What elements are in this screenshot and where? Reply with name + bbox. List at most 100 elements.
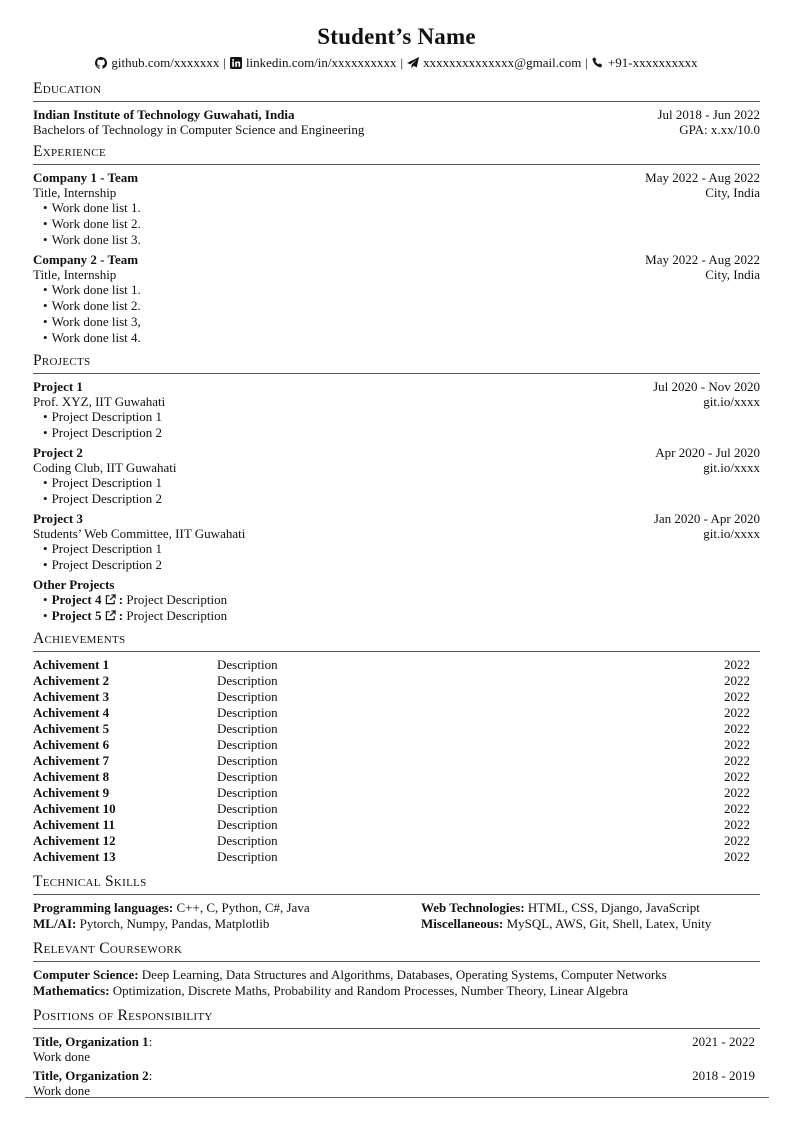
entry-title: Project 3 bbox=[33, 511, 83, 526]
achievement-year: 2022 bbox=[724, 833, 750, 848]
achievement-desc: Description bbox=[217, 657, 278, 672]
entry-row: Prof. XYZ, IIT Guwahati git.io/xxxx bbox=[33, 394, 760, 409]
entry-row: Indian Institute of Technology Guwahati,… bbox=[33, 107, 760, 122]
contact-line: github.com/xxxxxxx | linkedin.com/in/xxxxx… bbox=[33, 54, 760, 72]
coursework-item: Computer Science: Deep Learning, Data St… bbox=[33, 967, 760, 983]
contact-text[interactable]: xxxxxxxxxxxxxx@gmail.com bbox=[423, 55, 582, 70]
entry-date: May 2022 - Aug 2022 bbox=[645, 252, 760, 267]
other-project-colon: : bbox=[115, 592, 127, 607]
achievement-name: Achivement 6 bbox=[33, 737, 110, 752]
contact-phone[interactable]: +91-xxxxxxxxxx bbox=[592, 55, 698, 70]
entry-title: Project 1 bbox=[33, 379, 83, 394]
achievement-desc: Description bbox=[217, 737, 278, 752]
entry-title: Company 2 - Team bbox=[33, 252, 139, 267]
entry-row: Company 2 - Team May 2022 - Aug 2022 bbox=[33, 252, 760, 267]
contact-linkedin[interactable]: linkedin.com/in/xxxxxxxxxx bbox=[229, 55, 397, 70]
skill-value: C++, C, Python, C#, Java bbox=[173, 900, 310, 915]
entry-row: Project 3 Jan 2020 - Apr 2020 bbox=[33, 511, 760, 526]
entry-row: Coding Club, IIT Guwahati git.io/xxxx bbox=[33, 460, 760, 475]
entry-link[interactable]: git.io/xxxx bbox=[703, 394, 760, 409]
section-heading-education: Education bbox=[33, 80, 760, 102]
bullet-item: Work done list 2. bbox=[43, 298, 760, 314]
contact-text[interactable]: linkedin.com/in/xxxxxxxxxx bbox=[245, 55, 397, 70]
bullet-list: Project Description 1Project Description… bbox=[33, 475, 760, 507]
entry-row: Project 1 Jul 2020 - Nov 2020 bbox=[33, 379, 760, 394]
achievement-desc: Description bbox=[217, 673, 278, 688]
section-heading-projects: Projects bbox=[33, 352, 760, 374]
other-project-name: Project 5 bbox=[51, 608, 102, 623]
achievement-year: 2022 bbox=[724, 689, 750, 704]
entry-subtitle: Students’ Web Committee, IIT Guwahati bbox=[33, 526, 246, 541]
skill-item: ML/AI: Pytorch, Numpy, Pandas, Matplotli… bbox=[33, 916, 421, 932]
contact-text[interactable]: +91-xxxxxxxxxx bbox=[607, 55, 698, 70]
achievement-year: 2022 bbox=[724, 849, 750, 864]
bullet-list: Work done list 1.Work done list 2.Work d… bbox=[33, 200, 760, 248]
position-work: Work done bbox=[33, 1049, 91, 1064]
coursework-value: Optimization, Discrete Maths, Probabilit… bbox=[109, 983, 628, 998]
achievement-name: Achivement 2 bbox=[33, 673, 110, 688]
skill-value: HTML, CSS, Django, JavaScript bbox=[524, 900, 700, 915]
entry-link[interactable]: git.io/xxxx bbox=[703, 526, 760, 541]
achievement-year: 2022 bbox=[724, 657, 750, 672]
section-heading-positions: Positions of Responsibility bbox=[33, 1007, 760, 1029]
achievement-desc: Description bbox=[217, 769, 278, 784]
bullet-item: Work done list 2. bbox=[43, 216, 760, 232]
entry-subtitle: Bachelors of Technology in Computer Scie… bbox=[33, 122, 365, 137]
student-name: Student’s Name bbox=[317, 24, 476, 49]
achievement-name: Achivement 7 bbox=[33, 753, 110, 768]
bullet-list: Project Description 1Project Description… bbox=[33, 409, 760, 441]
bullet-item: Work done list 4. bbox=[43, 330, 760, 346]
position-date: 2021 - 2022 bbox=[692, 1034, 755, 1049]
position-colon: : bbox=[148, 1034, 153, 1049]
achievement-year: 2022 bbox=[724, 785, 750, 800]
bullet-item: Project Description 1 bbox=[43, 475, 760, 491]
section-heading-experience: Experience bbox=[33, 143, 760, 165]
skill-label: Web Technologies: bbox=[421, 900, 525, 915]
other-project-desc: Project Description bbox=[126, 592, 228, 607]
contact-paper-plane[interactable]: xxxxxxxxxxxxxx@gmail.com bbox=[407, 55, 581, 70]
contact-text[interactable]: github.com/xxxxxxx bbox=[111, 55, 220, 70]
achievement-desc: Description bbox=[217, 785, 278, 800]
coursework-label: Mathematics: bbox=[33, 983, 110, 998]
entry-title: Indian Institute of Technology Guwahati,… bbox=[33, 107, 295, 122]
contact-github[interactable]: github.com/xxxxxxx bbox=[95, 55, 219, 70]
entry-subtitle: Coding Club, IIT Guwahati bbox=[33, 460, 177, 475]
external-link-icon[interactable] bbox=[105, 593, 116, 605]
achievement-year: 2022 bbox=[724, 673, 750, 688]
entry-title: Project 2 bbox=[33, 445, 83, 460]
project-entry: Project 2 Apr 2020 - Jul 2020 Coding Club,… bbox=[33, 445, 760, 507]
skill-label: ML/AI: bbox=[33, 916, 77, 931]
positions-section: Title, Organization 1: 2021 - 2022 Work do… bbox=[33, 1029, 760, 1098]
bullet-item: Project Description 1 bbox=[43, 541, 760, 557]
achievement-name: Achivement 4 bbox=[33, 705, 110, 720]
position-colon: : bbox=[148, 1068, 153, 1083]
achievement-name: Achivement 13 bbox=[33, 849, 116, 864]
section-heading-achievements: Achievements bbox=[33, 630, 760, 652]
achievement-name: Achivement 10 bbox=[33, 801, 116, 816]
bullet-item: Work done list 1. bbox=[43, 282, 760, 298]
position-name: Title, Organization 1 bbox=[33, 1034, 149, 1049]
entry-date: Apr 2020 - Jul 2020 bbox=[655, 445, 760, 460]
entry-row: Students’ Web Committee, IIT Guwahati git… bbox=[33, 526, 760, 541]
achievement-desc: Description bbox=[217, 849, 278, 864]
coursework-section: Computer Science: Deep Learning, Data St… bbox=[33, 962, 760, 999]
entry-date: Jan 2020 - Apr 2020 bbox=[653, 511, 760, 526]
other-projects-title: Other Projects bbox=[33, 577, 115, 592]
entry-row: Title, Internship City, India bbox=[33, 185, 760, 200]
bullet-item: Work done list 3, bbox=[43, 314, 760, 330]
achievement-desc: Description bbox=[217, 721, 278, 736]
achievement-name: Achivement 8 bbox=[33, 769, 110, 784]
skill-item: Web Technologies: HTML, CSS, Django, Jav… bbox=[421, 900, 760, 916]
achievement-year: 2022 bbox=[724, 705, 750, 720]
other-projects: Other Projects Project 4 : Project Descr… bbox=[33, 577, 760, 624]
education-section: Indian Institute of Technology Guwahati,… bbox=[33, 102, 760, 137]
entry-title: Company 1 - Team bbox=[33, 170, 139, 185]
other-project-item: Project 5 : Project Description bbox=[43, 608, 760, 624]
skill-item: Miscellaneous: MySQL, AWS, Git, Shell, L… bbox=[421, 916, 760, 932]
entry-link[interactable]: git.io/xxxx bbox=[703, 460, 760, 475]
bullet-list: Work done list 1.Work done list 2.Work d… bbox=[33, 282, 760, 346]
skills-section: Programming languages: C++, C, Python, C… bbox=[33, 895, 760, 932]
other-project-name: Project 4 bbox=[51, 592, 102, 607]
external-link-icon[interactable] bbox=[105, 609, 116, 621]
position-title: Title, Organization 1: bbox=[33, 1034, 152, 1049]
